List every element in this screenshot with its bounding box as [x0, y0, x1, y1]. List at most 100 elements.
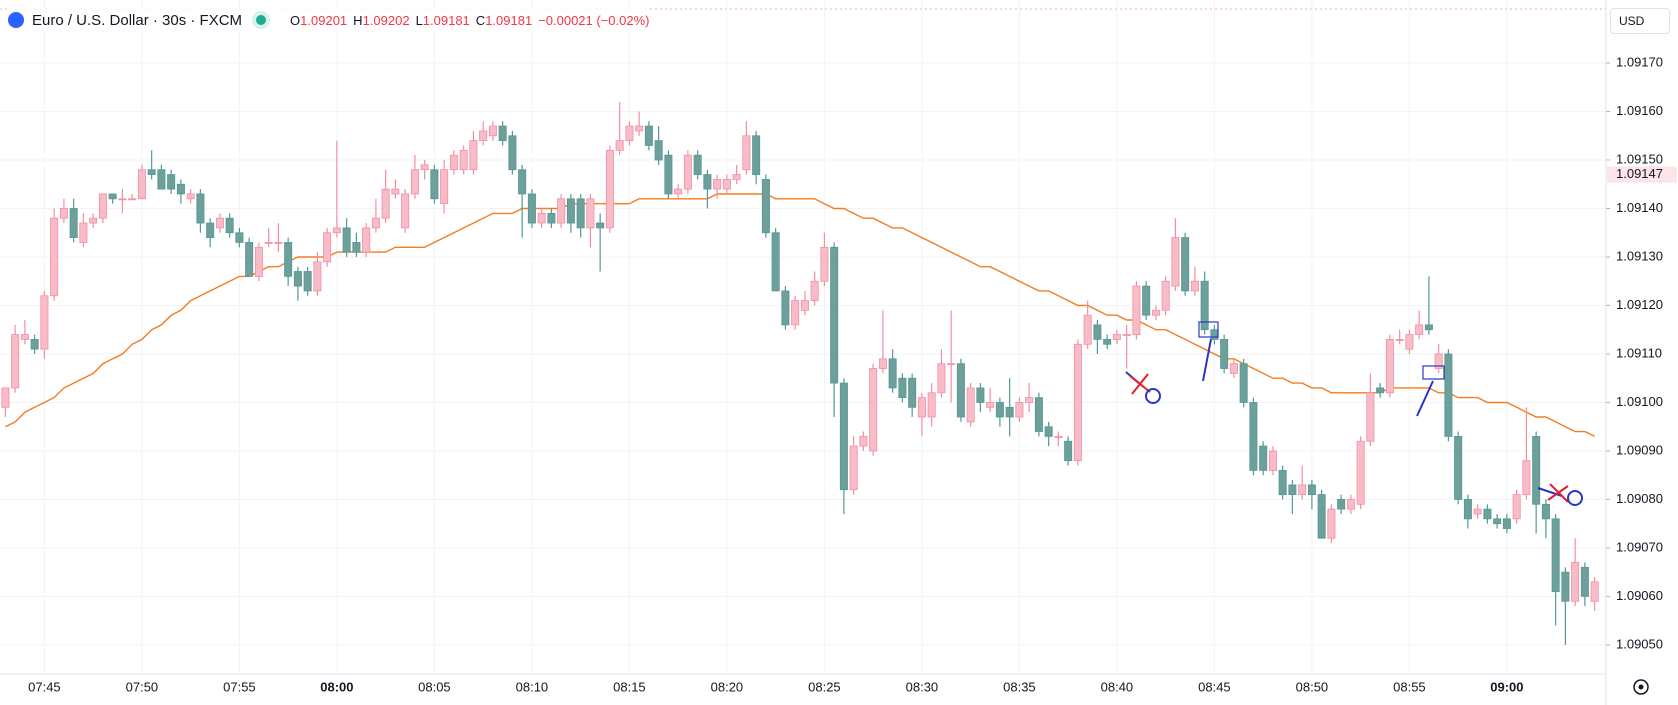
candle-body — [713, 179, 722, 190]
market-status — [256, 15, 267, 25]
candle-body — [1112, 334, 1121, 340]
y-tick-label: 1.09080 — [1616, 491, 1663, 506]
candle-body — [371, 217, 380, 229]
candle-body — [664, 154, 673, 195]
last-price-tag — [1607, 166, 1677, 183]
candle-body — [1327, 508, 1336, 539]
candle-body — [410, 169, 419, 195]
candle-body — [342, 227, 351, 253]
candle-body — [1151, 309, 1160, 316]
candle-body — [274, 242, 283, 244]
candle-body — [1532, 436, 1541, 505]
candle-body — [722, 179, 731, 190]
candle-body — [596, 222, 605, 229]
candle-body — [1025, 397, 1034, 403]
candle-body — [810, 280, 819, 302]
candle-body — [908, 377, 917, 408]
candle-body — [59, 208, 68, 219]
candle-body — [1502, 518, 1511, 529]
ohlc-key: C — [475, 12, 486, 28]
candle-body — [381, 188, 390, 219]
candle-body — [1259, 445, 1268, 471]
candle-body — [966, 387, 975, 423]
drawing-cross — [1547, 485, 1569, 501]
candle-body — [761, 179, 770, 234]
candle-body — [927, 392, 936, 418]
settings-icon-dot[interactable] — [1638, 684, 1644, 690]
drawing-box — [1198, 321, 1219, 338]
candle-body — [839, 382, 848, 491]
candle-body — [1551, 518, 1560, 592]
candle-body — [264, 242, 273, 244]
candle-body — [352, 242, 361, 253]
candle-body — [986, 402, 995, 408]
candle-body — [1132, 285, 1141, 335]
candle-body — [557, 198, 566, 224]
candle-body — [498, 125, 507, 142]
candle-body — [1366, 392, 1375, 442]
candle-body — [527, 193, 536, 224]
candle-body — [69, 208, 78, 238]
y-tick-label: 1.09060 — [1616, 588, 1663, 603]
candle-body — [1161, 280, 1170, 311]
candle-body — [147, 169, 156, 175]
ohlc-value: 1.09181 — [422, 12, 470, 28]
candle-body — [742, 135, 751, 171]
candle-body — [1434, 353, 1443, 369]
candle-body — [752, 135, 761, 175]
candle-body — [800, 300, 809, 311]
candle-body — [586, 198, 595, 229]
candle-body — [1444, 353, 1453, 437]
y-tick-label: 1.09140 — [1616, 200, 1663, 215]
settings-icon[interactable] — [1633, 679, 1649, 695]
candle-body — [11, 334, 20, 389]
candle-body — [20, 334, 29, 340]
candle-body — [1356, 440, 1365, 505]
candle-body — [167, 174, 176, 190]
candle-body — [1249, 402, 1258, 471]
candle-body — [137, 169, 146, 200]
candle-body — [479, 130, 488, 142]
candle-body — [1122, 334, 1131, 336]
candle-body — [206, 222, 215, 238]
currency-button[interactable]: USD — [1610, 8, 1670, 34]
candle-body — [225, 217, 234, 234]
candle-body — [1512, 494, 1521, 520]
y-tick-label: 1.09110 — [1616, 345, 1662, 360]
candle-body — [186, 193, 195, 200]
candle-body — [1415, 324, 1424, 335]
candle-body — [1307, 484, 1316, 495]
candle-body — [157, 169, 166, 190]
candle-body — [888, 358, 897, 389]
candle-body — [128, 198, 137, 201]
candle-body — [196, 193, 205, 224]
candle-body — [245, 242, 254, 277]
candle-body — [1288, 484, 1297, 495]
candle-body — [1405, 334, 1414, 350]
candle-body — [566, 198, 575, 224]
candle-body — [1083, 314, 1092, 345]
candle-body — [118, 198, 127, 201]
candle-body — [1239, 363, 1248, 403]
candle-body — [293, 271, 302, 287]
moving-average-line — [5, 193, 1596, 438]
drawing-box — [1422, 365, 1445, 380]
candle-body — [391, 188, 400, 195]
x-tick-label: 08:20 — [711, 679, 744, 694]
x-tick-label: 08:45 — [1198, 679, 1231, 694]
candle-body — [469, 140, 478, 171]
candle-body — [771, 232, 780, 292]
x-tick-label: 08:50 — [1296, 679, 1329, 694]
x-tick-label: 08:00 — [320, 679, 353, 694]
candle-body — [1005, 406, 1014, 418]
candle-body — [215, 217, 224, 229]
candle-body — [1054, 436, 1063, 438]
candle-body — [401, 193, 410, 229]
candle-body — [1483, 508, 1492, 520]
candle-body — [1093, 324, 1102, 340]
x-tick-label: 08:55 — [1393, 679, 1426, 694]
y-tick-label: 1.09150 — [1616, 151, 1663, 166]
drawing-line — [1416, 380, 1434, 417]
candle-body — [537, 212, 546, 224]
